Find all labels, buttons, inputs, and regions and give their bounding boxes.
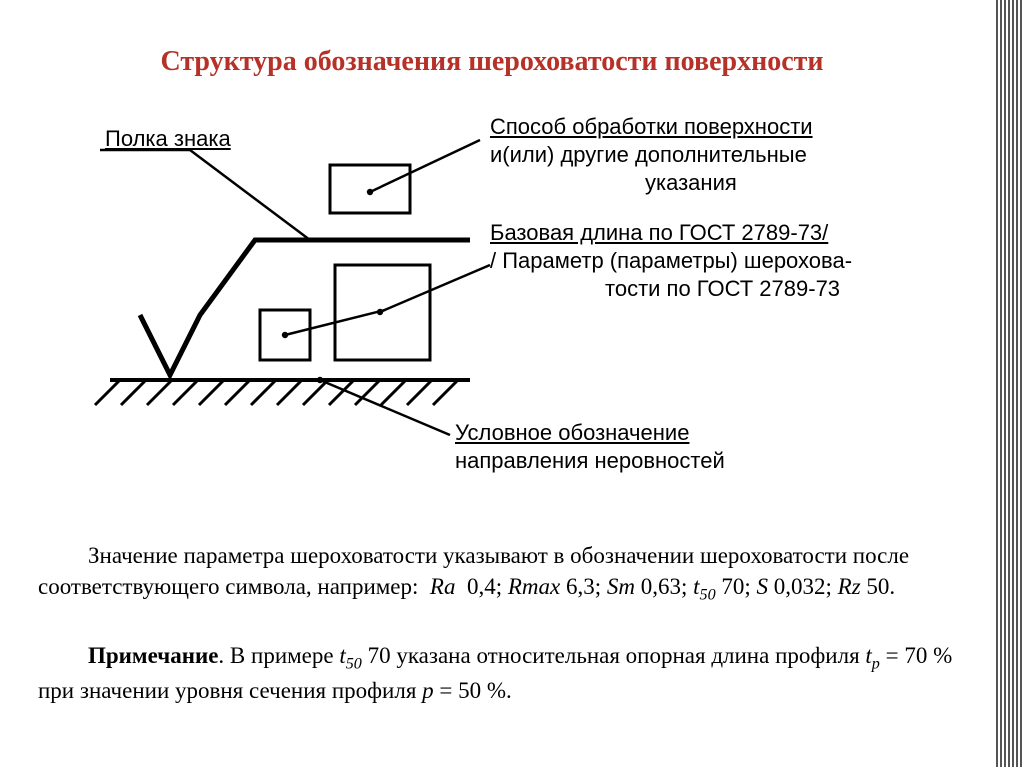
page-title: Структура обозначения шероховатости пове… [0,46,984,78]
label-cond-1: Условное обозначение [455,420,689,446]
label-base-2: / Параметр (параметры) шерохова- [490,248,852,274]
label-base-1: Базовая длина по ГОСТ 2789-73/ [490,220,828,246]
label-base-3: тости по ГОСТ 2789-73 [605,276,840,302]
label-method-1: Способ обработки поверхности [490,114,813,140]
roughness-diagram: Полка знака Способ обработки поверхности… [50,120,950,500]
label-cond-2: направления неровностей [455,448,725,474]
right-edge-strip [996,0,1024,767]
paragraph-2: Примечание. В примере t50 70 указана отн… [38,640,964,706]
label-method-3: указания [645,170,737,196]
label-shelf: Полка знака [105,126,231,152]
label-method-2: и(или) другие дополнительные [490,142,807,168]
paragraph-1: Значение параметра шероховатости указыва… [38,540,964,606]
